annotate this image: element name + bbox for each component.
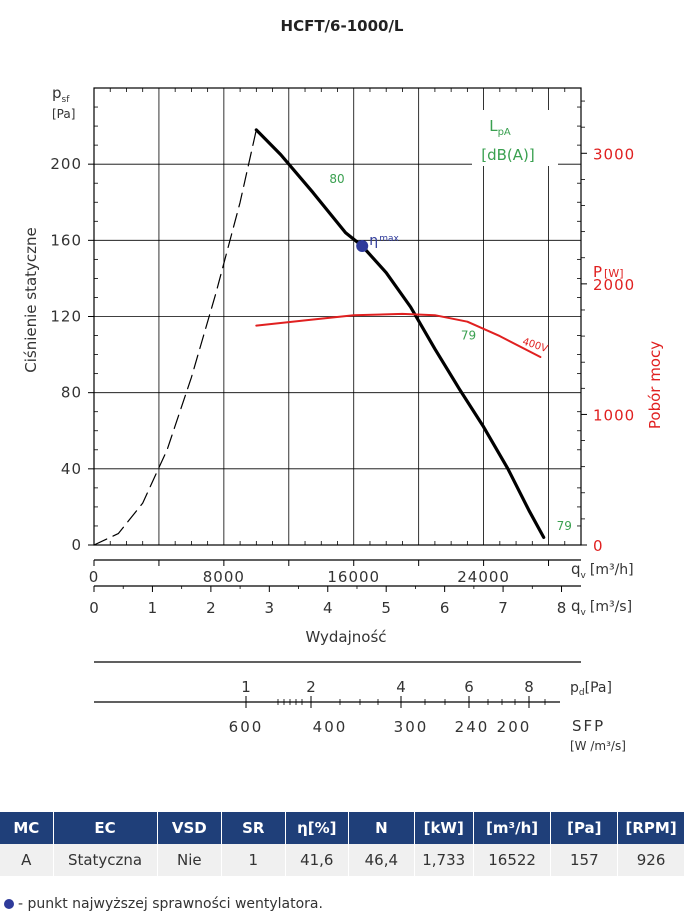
sfp-tick-label: 240	[455, 718, 490, 736]
stall-curve-dashed	[93, 129, 257, 546]
sfp-tick-label: 300	[394, 718, 429, 736]
table-cell: Statyczna	[53, 844, 158, 876]
sound-label: LpA	[489, 117, 511, 138]
table-cell: 157	[550, 844, 619, 876]
table-row: A Statyczna Nie 1 41,6 46,4 1,733 16522 157 926	[0, 844, 685, 876]
pd-tick-label: 6	[464, 678, 474, 696]
series-layer: 400V	[93, 128, 549, 546]
x1-symbol: qv [m³/h]	[571, 560, 634, 581]
table-cell: 1	[221, 844, 286, 876]
y2-tick-label: 1000	[593, 406, 635, 424]
pd-tick-label: 1	[241, 678, 251, 696]
parameters-table: MC EC VSD SR η[%] N [kW] [m³/h] [Pa] [RPM] A Staty…	[0, 812, 685, 876]
table-cell: 41,6	[285, 844, 350, 876]
pd-tick-label: 2	[306, 678, 316, 696]
pd-tick-label: 4	[396, 678, 406, 696]
x2-tick-label: 8	[557, 599, 567, 617]
table-header-cell: N	[348, 812, 415, 844]
x2-tick-label: 7	[498, 599, 508, 617]
sound-level-label: 80	[329, 172, 344, 186]
table-cell: 16522	[473, 844, 552, 876]
sfp-tick-label: 400	[313, 718, 348, 736]
y2-tick-label: 3000	[593, 145, 635, 163]
table-header-cell: MC	[0, 812, 54, 844]
table-header-row: MC EC VSD SR η[%] N [kW] [m³/h] [Pa] [RPM]	[0, 812, 685, 844]
y2-tick-label: 0	[593, 537, 604, 555]
sfp-tick-label: 600	[229, 718, 264, 736]
x2-symbol: qv [m³/s]	[571, 597, 632, 618]
table-header-cell: SR	[221, 812, 286, 844]
y-unit: [Pa]	[52, 107, 75, 121]
y-tick-label: 160	[50, 231, 82, 249]
x1-tick-label: 24000	[457, 568, 510, 586]
table-header-cell: [RPM]	[617, 812, 685, 844]
eta-dot-icon	[4, 899, 14, 909]
y2-axis-label: Pobór mocy	[646, 341, 664, 429]
y-axis-label: Ciśnienie statyczne	[22, 227, 40, 373]
sound-level-label: 79	[557, 519, 572, 533]
fan-chart: HCFT/6-1000/L 04080120160200010002000300…	[22, 17, 664, 753]
pressure-curve	[254, 128, 546, 540]
table-cell: 1,733	[414, 844, 474, 876]
table-header-cell: VSD	[157, 812, 223, 844]
table-cell: A	[0, 844, 54, 876]
y-tick-label: 40	[61, 460, 82, 478]
table-header-cell: η[%]	[285, 812, 350, 844]
x1-tick-label: 8000	[203, 568, 245, 586]
x-axis-label: Wydajność	[305, 628, 386, 646]
sfp-unit: [W /m³/s]	[570, 739, 626, 753]
x1-tick-label: 0	[89, 568, 100, 586]
sfp-tick-label: 200	[497, 718, 532, 736]
x2-tick-label: 0	[89, 599, 99, 617]
y-tick-label: 200	[50, 155, 82, 173]
table-header-cell: [m³/h]	[473, 812, 552, 844]
y-tick-label: 120	[50, 308, 82, 326]
x2-tick-label: 5	[381, 599, 391, 617]
pd-tick-label: 8	[524, 678, 534, 696]
marks-layer: 80 79 79 η max	[329, 172, 572, 533]
eta-max-sup: max	[379, 234, 399, 244]
chart-title: HCFT/6-1000/L	[281, 17, 404, 35]
pd-label: pd[Pa]	[570, 680, 612, 698]
y-tick-label: 80	[61, 384, 82, 402]
pd-sfp-scale: 1 2 4 6 8 600 400 300 240 200	[94, 661, 581, 736]
table-header-cell: [Pa]	[550, 812, 619, 844]
y-tick-label: 0	[71, 536, 82, 554]
x2-tick-label: 1	[148, 599, 158, 617]
x2-tick-label: 2	[206, 599, 216, 617]
power-curve	[255, 312, 542, 358]
eta-max-label: η	[369, 233, 378, 249]
footnote: - punkt najwyższej sprawności wentylator…	[4, 896, 323, 912]
footnote-text: - punkt najwyższej sprawności wentylator…	[18, 896, 323, 912]
x1-tick-label: 16000	[327, 568, 380, 586]
sound-label-unit: [dB(A)]	[481, 146, 534, 164]
y2-symbol: P [W]	[593, 263, 624, 281]
series-label: 400V	[521, 336, 549, 355]
table-cell: Nie	[157, 844, 223, 876]
table-header-cell: [kW]	[414, 812, 474, 844]
table-cell: 46,4	[348, 844, 415, 876]
x2-tick-label: 6	[440, 599, 450, 617]
table-cell: 926	[617, 844, 685, 876]
sfp-label: SFP	[572, 717, 605, 735]
sound-level-label: 79	[461, 328, 476, 342]
x2-tick-label: 4	[323, 599, 333, 617]
y-symbol: psf	[52, 84, 70, 105]
eta-max-point	[356, 240, 369, 253]
sound-label-box	[472, 110, 558, 166]
y2-tick-label: 2000	[593, 276, 635, 294]
x2-tick-label: 3	[265, 599, 275, 617]
table-header-cell: EC	[53, 812, 158, 844]
